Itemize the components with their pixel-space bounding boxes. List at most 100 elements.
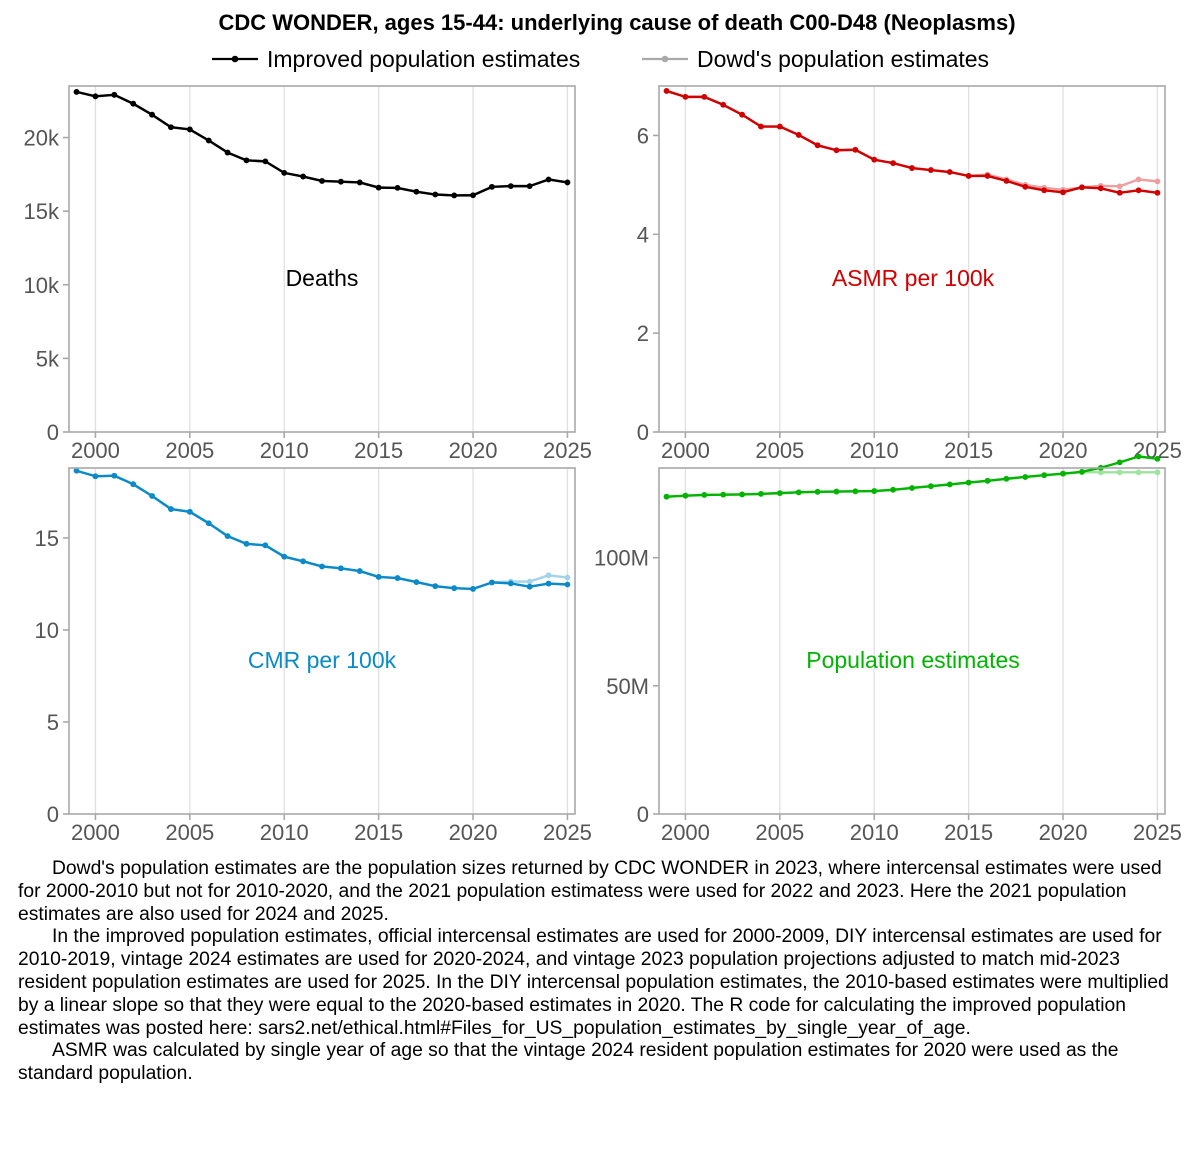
- point-2017: [413, 579, 420, 586]
- point-1999: [73, 467, 80, 474]
- point-2014: [356, 179, 363, 186]
- point-2002: [720, 491, 727, 498]
- point-2020: [470, 192, 476, 199]
- point-2023: [1116, 183, 1123, 190]
- point-2023: [526, 583, 533, 590]
- point-2008: [833, 147, 840, 154]
- series-line: [75, 469, 569, 591]
- point-2003: [739, 111, 745, 118]
- point-2024: [1135, 187, 1142, 194]
- point-2019: [451, 192, 458, 199]
- x-tick-label: 2000: [71, 438, 120, 463]
- chart-title: CDC WONDER, ages 15-44: underlying cause…: [218, 10, 1015, 35]
- point-2024: [1135, 176, 1142, 183]
- point-2017: [413, 188, 420, 195]
- point-2007: [814, 142, 821, 149]
- point-2010: [871, 488, 878, 494]
- point-2011: [890, 160, 897, 167]
- point-2009: [262, 158, 269, 165]
- x-tick-label: 2025: [1133, 820, 1182, 845]
- y-tick-label: 0: [637, 802, 649, 827]
- point-2006: [795, 489, 802, 496]
- legend-marker-improved: [231, 55, 239, 63]
- x-tick-label: 2020: [1039, 820, 1088, 845]
- x-tick-label: 2000: [71, 820, 120, 845]
- point-2014: [356, 568, 363, 574]
- point-2021: [489, 579, 495, 586]
- point-2020: [1060, 189, 1066, 196]
- y-tick-label: 0: [47, 420, 59, 445]
- caption: Dowd's population estimates are the popu…: [18, 858, 1188, 1086]
- point-2010: [281, 169, 288, 176]
- caption-paragraph-3: ASMR was calculated by single year of ag…: [18, 1040, 1119, 1085]
- x-tick-label: 2005: [165, 820, 214, 845]
- series-dowd-s-population-estimates-asmr-per-100k: [663, 88, 1161, 193]
- point-2022: [1097, 185, 1104, 192]
- point-2009: [852, 488, 859, 495]
- point-2023: [526, 578, 533, 585]
- point-2013: [337, 178, 344, 185]
- point-2000: [682, 492, 689, 499]
- point-2018: [432, 583, 439, 590]
- x-tick-label: 2020: [449, 438, 498, 463]
- point-2025: [564, 179, 571, 186]
- series-improved-population-estimates-cmr-per-100k: [73, 467, 571, 592]
- point-2024: [545, 176, 552, 183]
- panel-label: CMR per 100k: [248, 647, 397, 673]
- point-2024: [1135, 469, 1142, 476]
- point-2022: [1097, 469, 1104, 476]
- x-tick-label: 2000: [661, 820, 710, 845]
- point-2001: [111, 91, 118, 98]
- point-2023: [1116, 189, 1123, 196]
- point-2008: [833, 488, 840, 495]
- point-2009: [852, 146, 859, 153]
- point-2002: [720, 101, 727, 108]
- point-2012: [319, 178, 325, 184]
- series-line: [665, 89, 1159, 192]
- point-2006: [205, 137, 212, 144]
- legend-label-dowd: Dowd's population estimates: [697, 46, 989, 72]
- point-2003: [149, 111, 155, 118]
- point-2012: [319, 563, 325, 570]
- panel-frame: [658, 85, 1166, 433]
- point-2001: [701, 93, 708, 100]
- y-tick-label: 5: [47, 710, 59, 735]
- x-tick-label: 2005: [755, 438, 804, 463]
- point-2009: [262, 542, 269, 549]
- point-2013: [927, 167, 934, 173]
- series-improved-population-estimates-asmr-per-100k: [663, 88, 1161, 196]
- point-2004: [168, 124, 174, 131]
- point-2024: [1135, 453, 1142, 460]
- x-tick-label: 2015: [944, 438, 993, 463]
- point-2011: [300, 558, 307, 565]
- point-2025: [1154, 189, 1161, 196]
- point-2019: [1041, 187, 1048, 194]
- point-2025: [1154, 178, 1161, 185]
- series-line: [75, 469, 569, 591]
- point-2014: [946, 481, 953, 488]
- point-2024: [545, 572, 552, 579]
- point-2018: [432, 191, 439, 198]
- point-2023: [526, 183, 533, 190]
- y-tick-label: 0: [637, 420, 649, 445]
- y-tick-label: 0: [47, 802, 59, 827]
- x-tick-label: 2010: [850, 438, 899, 463]
- point-2019: [1041, 472, 1048, 479]
- point-2007: [814, 488, 821, 495]
- point-2005: [186, 126, 193, 133]
- point-2021: [489, 183, 495, 190]
- point-2023: [1116, 459, 1123, 466]
- point-2025: [1154, 469, 1161, 476]
- panel-deaths: 0 5k 10k 15k 20k 2000 2005 2010 2015 2020 2025 Deat…: [24, 85, 592, 463]
- point-2006: [205, 520, 212, 527]
- y-tick-label: 10: [35, 618, 59, 643]
- point-2015: [965, 173, 972, 179]
- point-2006: [795, 132, 802, 138]
- x-tick-label: 2025: [543, 438, 592, 463]
- point-2021: [1079, 184, 1085, 191]
- point-2000: [682, 93, 689, 100]
- point-2011: [890, 486, 897, 493]
- point-1999: [663, 493, 670, 500]
- y-tick-label: 50M: [606, 674, 649, 699]
- point-2022: [507, 183, 514, 190]
